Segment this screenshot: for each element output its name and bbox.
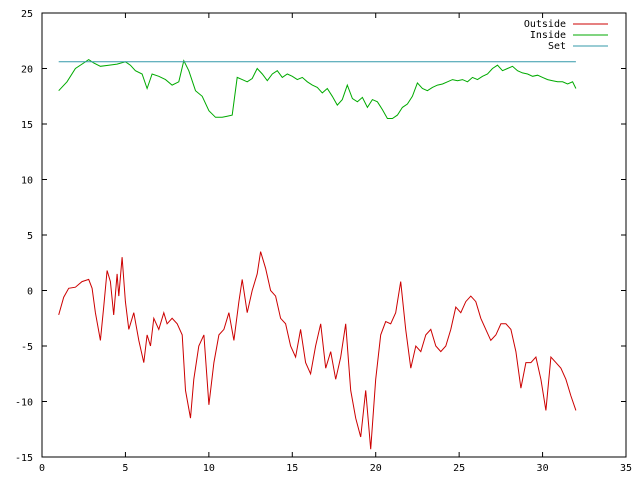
x-tick-label: 20 (370, 463, 382, 474)
series-line-outside (58, 251, 577, 450)
legend-label-outside: Outside (524, 19, 566, 30)
x-tick-label: 10 (203, 463, 215, 474)
series-line-inside (58, 58, 577, 119)
x-tick-label: 5 (122, 463, 128, 474)
x-tick-label: 30 (537, 463, 549, 474)
x-tick-label: 35 (620, 463, 632, 474)
y-tick-label: 10 (21, 176, 33, 187)
axis-ticks: 0 5 10 15 20 25 30 35 -15 -10 -5 0 5 10 15 20 25 (15, 9, 632, 474)
y-tick-label: 5 (27, 231, 33, 242)
x-tick-label: 25 (453, 463, 465, 474)
y-tick-label: 20 (21, 65, 33, 76)
x-tick-label: 15 (286, 463, 298, 474)
y-tick-label: 25 (21, 9, 33, 20)
y-tick-label: 0 (27, 287, 33, 298)
y-tick-label: -5 (21, 342, 33, 353)
x-tick-label: 0 (39, 463, 45, 474)
plot-frame (41, 12, 627, 458)
y-tick-label: 15 (21, 120, 33, 131)
y-tick-label: -10 (15, 398, 33, 409)
legend-label-set: Set (548, 41, 566, 52)
legend-label-inside: Inside (530, 30, 566, 41)
series-lines (58, 58, 577, 450)
y-tick-label: -15 (15, 453, 33, 464)
